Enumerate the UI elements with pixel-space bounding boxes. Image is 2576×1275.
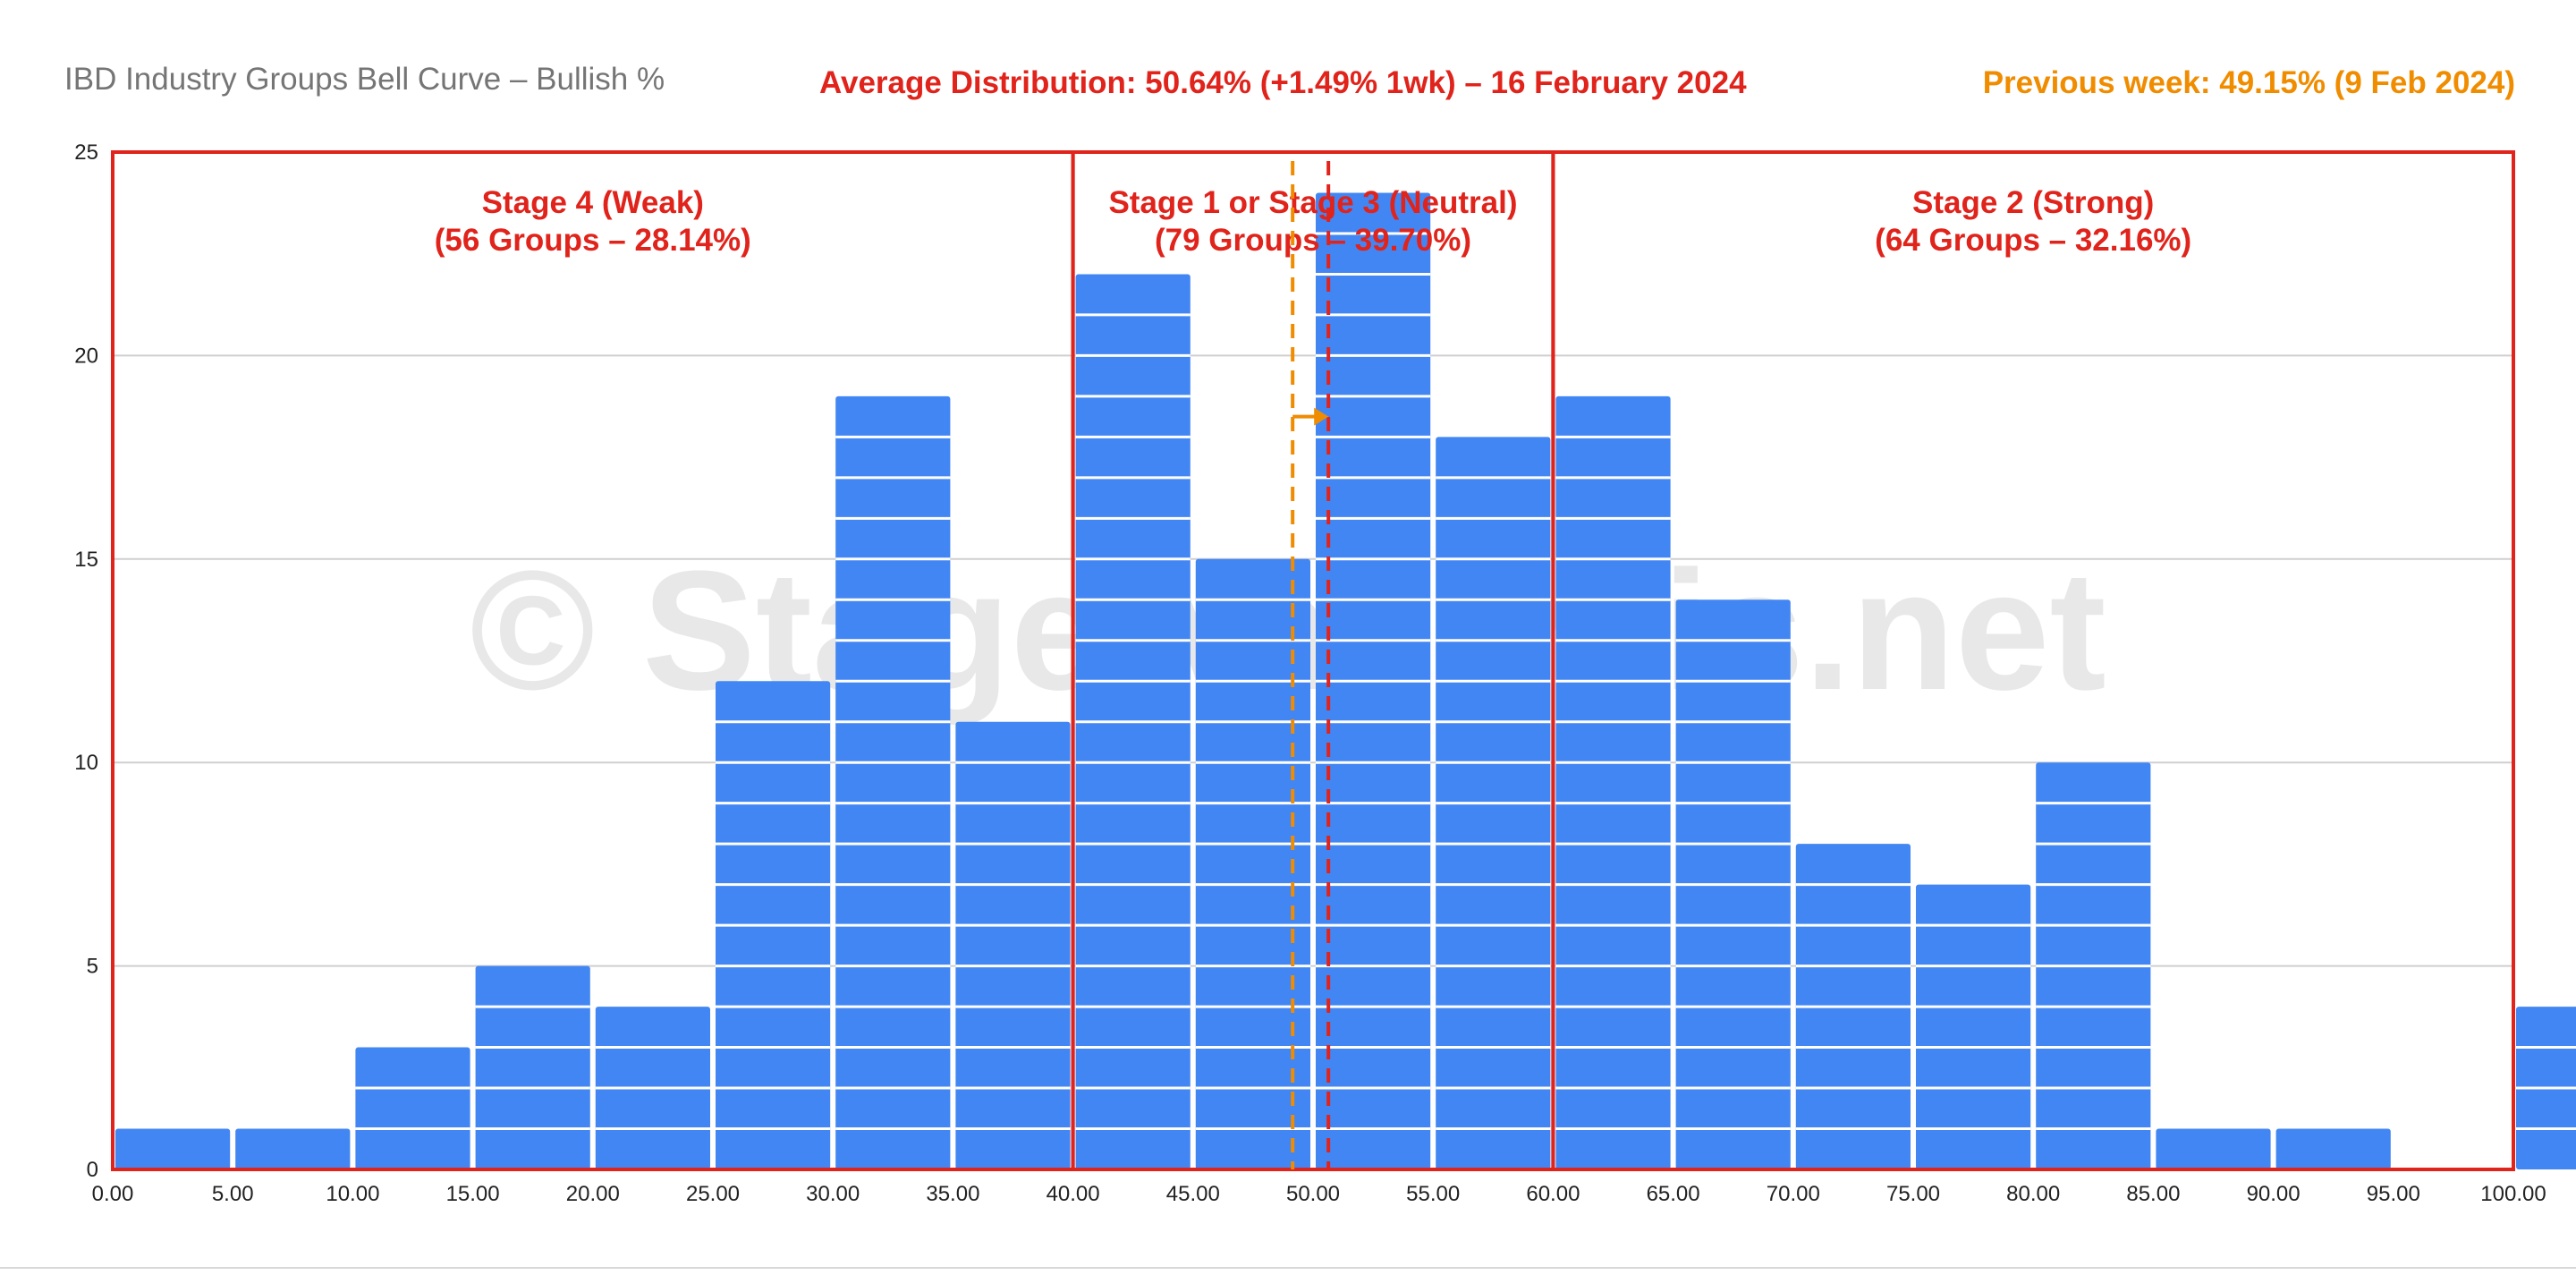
- y-tick-label: 15: [74, 548, 98, 572]
- histogram-bar: [955, 721, 1071, 1169]
- x-tick-label: 35.00: [926, 1182, 979, 1206]
- x-tick-label: 20.00: [566, 1182, 620, 1206]
- x-tick-label: 45.00: [1166, 1182, 1220, 1206]
- y-tick-label: 10: [74, 751, 98, 775]
- zones-layer: Stage 4 (Weak)(56 Groups – 28.14%) Stage …: [111, 150, 2515, 1171]
- bars-layer: [113, 192, 2576, 1171]
- y-tick-label: 5: [87, 955, 98, 979]
- stage-zone-label: Stage 4 (Weak): [482, 185, 704, 220]
- x-tick-label: 30.00: [806, 1182, 860, 1206]
- histogram-bar: [835, 395, 951, 1169]
- x-tick-label: 50.00: [1286, 1182, 1340, 1206]
- x-tick-label: 60.00: [1526, 1182, 1580, 1206]
- histogram-bar: [1916, 884, 2031, 1169]
- stage-zone-count: (64 Groups – 32.16%): [1875, 223, 2191, 258]
- histogram-bar: [355, 1047, 470, 1169]
- x-tick-label: 75.00: [1886, 1182, 1940, 1206]
- stage-zone-label: Stage 1 or Stage 3 (Neutral): [1108, 185, 1517, 220]
- x-tick-label: 70.00: [1767, 1182, 1820, 1206]
- stage-zone-label: Stage 2 (Strong): [1912, 185, 2154, 220]
- x-tick-label: 25.00: [686, 1182, 740, 1206]
- x-tick-label: 15.00: [446, 1182, 500, 1206]
- x-tick-label: 40.00: [1046, 1182, 1100, 1206]
- histogram-bar: [235, 1128, 351, 1169]
- chart-title: IBD Industry Groups Bell Curve – Bullish…: [64, 62, 665, 97]
- x-tick-label: 90.00: [2247, 1182, 2301, 1206]
- histogram-bar: [1555, 395, 1671, 1169]
- x-tick-label: 100.00: [2480, 1182, 2546, 1206]
- bottom-divider: [0, 1267, 2576, 1269]
- x-tick-label: 65.00: [1647, 1182, 1700, 1206]
- histogram-bar: [1195, 558, 1310, 1169]
- average-distribution-subtitle: Average Distribution: 50.64% (+1.49% 1wk…: [819, 65, 1747, 100]
- x-tick-label: 95.00: [2367, 1182, 2420, 1206]
- histogram-bar: [2275, 1128, 2391, 1169]
- average-lines-layer: [1291, 161, 1331, 1169]
- stage-zone-count: (56 Groups – 28.14%): [435, 223, 751, 258]
- shift-arrow-head: [1314, 407, 1329, 426]
- x-tick-label: 10.00: [326, 1182, 379, 1206]
- histogram-bar: [475, 965, 590, 1169]
- axis-layer: 0.00 5.00 10.00 15.00 20.00 25.00 30.00 35.00 40…: [74, 140, 2546, 1206]
- x-tick-label: 0.00: [92, 1182, 134, 1206]
- x-tick-label: 5.00: [212, 1182, 254, 1206]
- x-tick-label: 80.00: [2006, 1182, 2060, 1206]
- previous-week-subtitle: Previous week: 49.15% (9 Feb 2024): [1983, 65, 2515, 100]
- stage-zone-count: (79 Groups – 39.70%): [1155, 223, 1471, 258]
- histogram-bar: [2156, 1128, 2271, 1169]
- y-tick-label: 0: [87, 1158, 98, 1182]
- x-tick-label: 85.00: [2126, 1182, 2180, 1206]
- y-tick-label: 25: [74, 140, 98, 165]
- x-tick-label: 55.00: [1406, 1182, 1460, 1206]
- histogram-bar: [115, 1128, 231, 1169]
- y-tick-label: 20: [74, 344, 98, 368]
- stage-zone-box: [1551, 150, 2515, 1171]
- titles-layer: IBD Industry Groups Bell Curve – Bullish…: [64, 62, 2515, 100]
